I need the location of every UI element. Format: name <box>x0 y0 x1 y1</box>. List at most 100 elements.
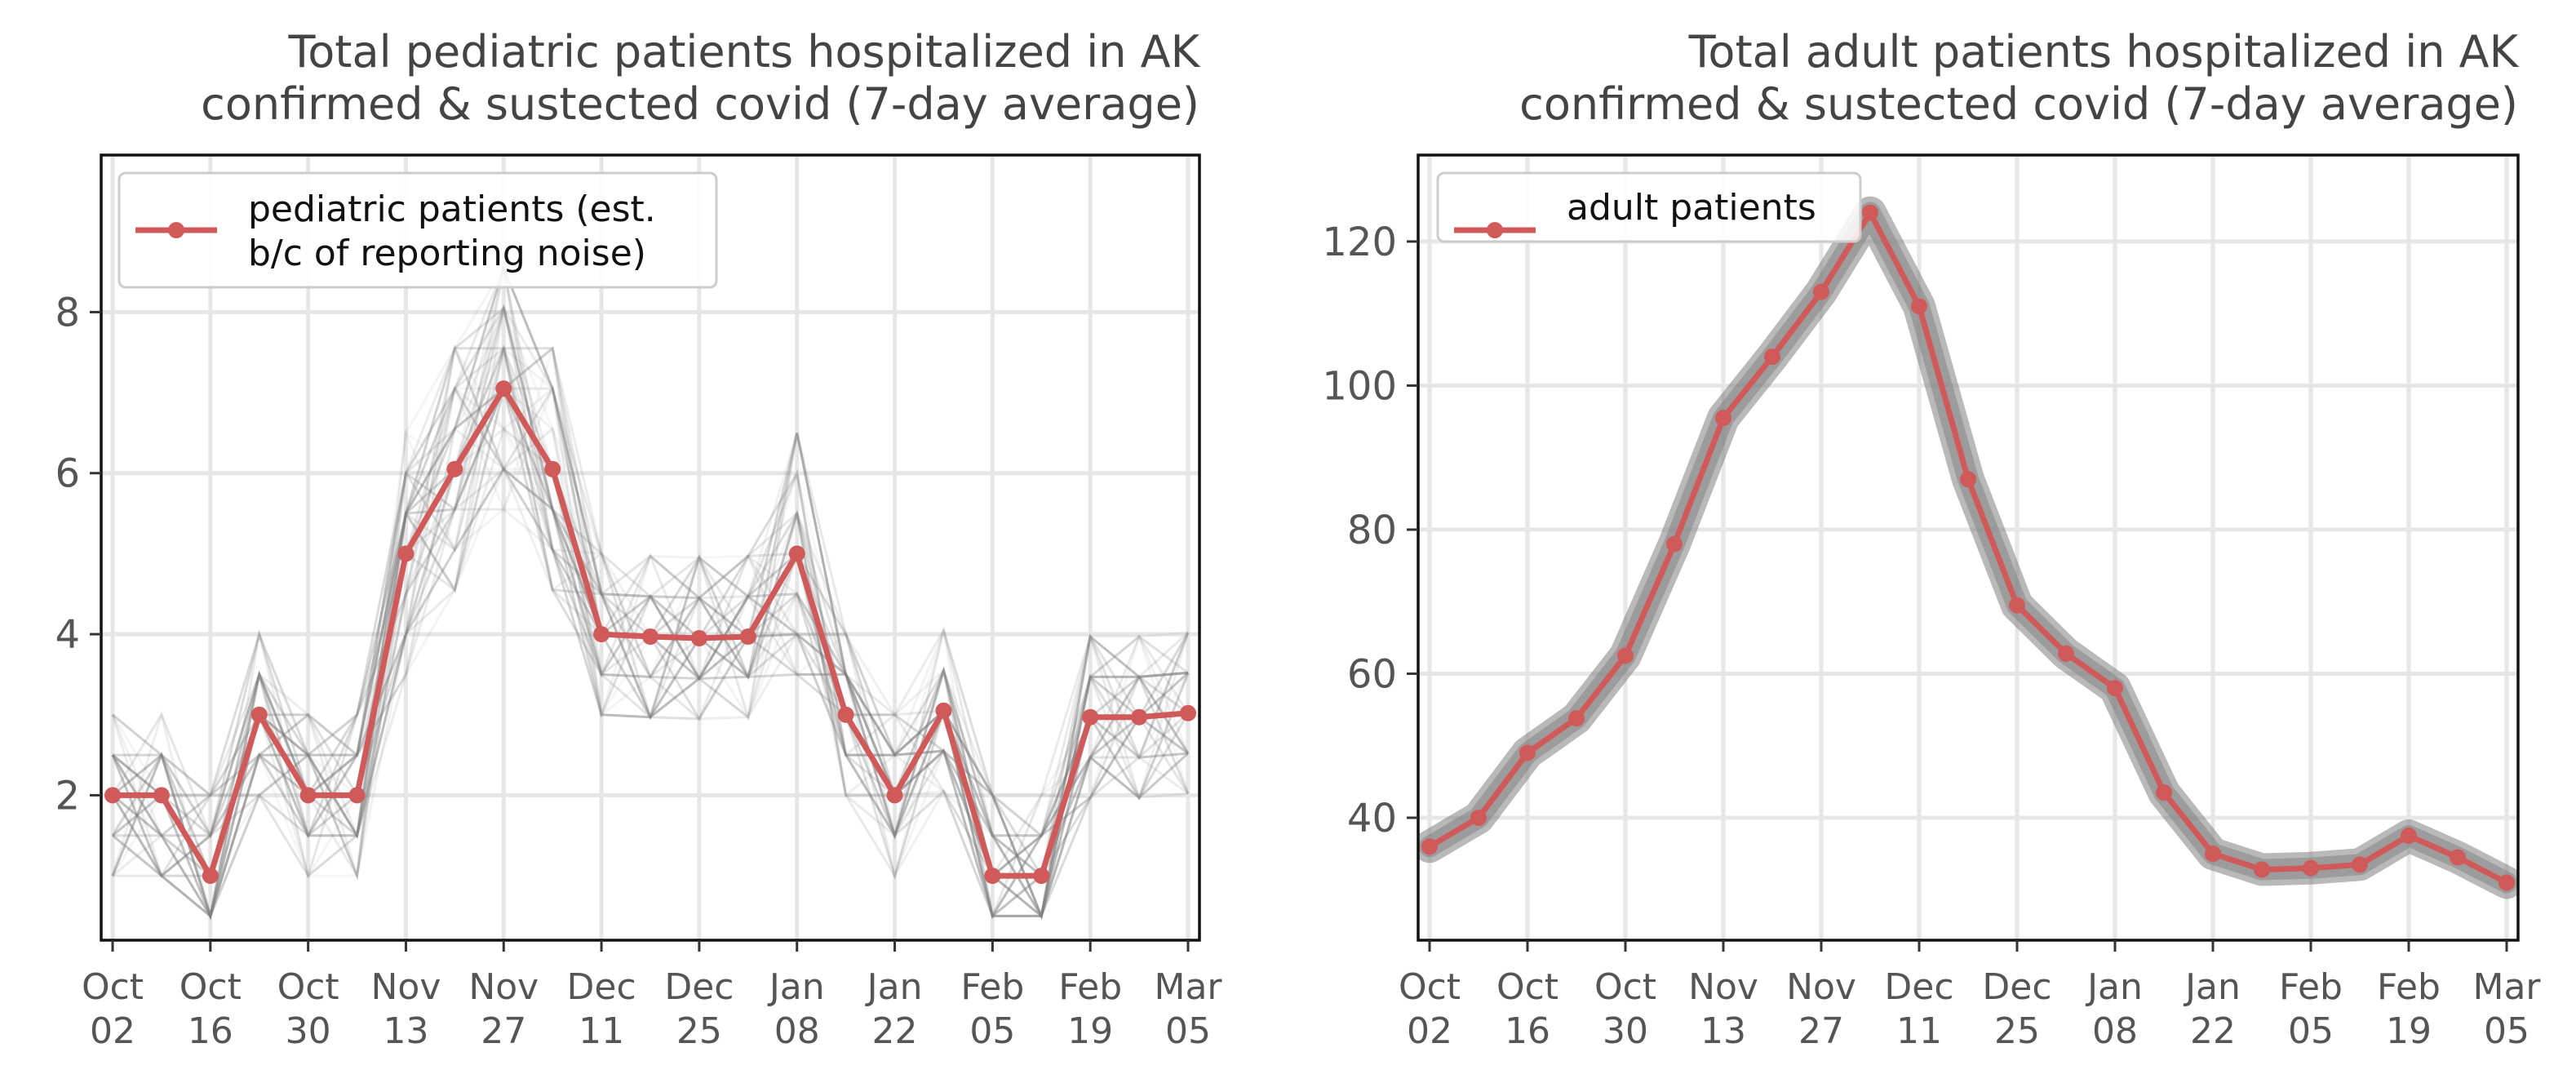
legend-label: pediatric patients (est. b/c of reporting… <box>248 189 656 274</box>
sample-trace <box>111 344 1190 919</box>
data-point <box>2401 828 2417 845</box>
data-point <box>984 868 1001 885</box>
sample-trace <box>112 427 1189 921</box>
data-point <box>1715 410 1731 427</box>
sample-trace <box>113 467 1189 917</box>
data-point <box>1813 283 1829 300</box>
data-point <box>642 628 658 646</box>
data-point <box>2498 874 2515 891</box>
data-point <box>1421 838 1438 855</box>
data-point <box>1911 298 1927 315</box>
y-tick-label: 6 <box>55 451 80 497</box>
data-point <box>1519 744 1536 761</box>
legend: pediatric patients (est. b/c of reporting… <box>117 171 718 289</box>
x-tick-label: Oct 02 <box>1399 966 1461 1052</box>
x-tick-label: Dec 11 <box>567 966 636 1052</box>
plot-frame <box>1417 153 2520 942</box>
sample-trace <box>112 385 1190 921</box>
series-line <box>1428 210 2508 886</box>
sample-trace <box>111 385 1190 921</box>
sample-trace <box>113 384 1190 878</box>
legend-label: adult patients <box>1567 187 1816 229</box>
x-tick-label: Oct 16 <box>180 966 242 1052</box>
data-point <box>2450 849 2466 866</box>
legend-box <box>1436 171 1862 243</box>
sample-trace <box>113 386 1190 921</box>
y-tick-label: 100 <box>1322 363 1397 409</box>
sample-trace <box>112 386 1190 917</box>
data-point <box>2156 784 2172 801</box>
y-tick-label: 120 <box>1322 220 1397 265</box>
grid <box>1418 155 2518 940</box>
x-tick-label: Dec 11 <box>1884 966 1953 1052</box>
data-point <box>1180 704 1196 721</box>
x-tick-label: Nov 13 <box>1688 966 1758 1052</box>
x-tick-label: Feb 19 <box>1058 966 1122 1052</box>
sample-trace <box>113 428 1190 920</box>
data-point <box>2254 861 2270 878</box>
y-tick-label: 80 <box>1347 508 1397 553</box>
legend-swatch-marker <box>1487 222 1503 238</box>
chart-title: confirmed & sustected covid (7-day avera… <box>1519 78 2518 130</box>
y-tick-label: 60 <box>1347 651 1397 697</box>
sample-trace <box>111 345 1189 919</box>
data-point <box>2009 597 2025 614</box>
sample-trace <box>111 385 1189 917</box>
x-tick-label: Nov 27 <box>1786 966 1856 1052</box>
sample-trace <box>111 347 1189 919</box>
sample-trace <box>112 384 1190 920</box>
chart-title: confirmed & sustected covid (7-day avera… <box>201 78 1199 130</box>
legend-swatch-marker <box>168 222 184 238</box>
series-0 <box>104 380 1196 885</box>
x-tick-label: Feb 19 <box>2377 966 2441 1052</box>
data-point <box>2352 856 2368 873</box>
x-tick-label: Oct 30 <box>277 966 339 1052</box>
y-tick-label: 2 <box>55 773 80 819</box>
sample-trace <box>111 387 1190 921</box>
sample-trace <box>112 344 1189 917</box>
data-point <box>1617 647 1634 664</box>
x-tick-label: Jan 08 <box>767 966 825 1052</box>
data-point <box>544 460 561 477</box>
data-point <box>202 868 219 885</box>
sample-trace <box>111 386 1190 920</box>
sample-trace <box>111 385 1189 839</box>
y-tick-label: 4 <box>55 612 80 658</box>
data-point <box>788 545 805 562</box>
sample-trace <box>112 264 1190 920</box>
data-point <box>1764 348 1780 366</box>
sample-trace <box>111 467 1190 879</box>
data-point <box>593 626 610 643</box>
sample-trace <box>111 346 1189 921</box>
band-core <box>1419 202 2517 894</box>
data-point <box>397 545 415 562</box>
y-tick-label: 8 <box>55 290 80 335</box>
pediatric-chart: 2 4 6 8 Oct 02 Oct 16 Oct 30 Nov 13 Nov 27 Dec 11 Dec 25 J… <box>55 26 1222 1052</box>
sample-trace <box>112 344 1190 920</box>
data-point <box>2107 680 2123 697</box>
sample-trace <box>113 304 1190 880</box>
data-point <box>837 706 854 723</box>
sample-trace <box>113 264 1189 917</box>
x-tick-label: Nov 27 <box>468 966 539 1052</box>
data-point <box>495 380 512 397</box>
data-point <box>1862 204 1878 221</box>
x-tick-label: Jan 22 <box>2183 966 2241 1052</box>
x-tick-label: Feb 05 <box>960 966 1024 1052</box>
sample-trace <box>111 386 1189 920</box>
band-shadow <box>1418 196 2518 899</box>
chart-title: Total pediatric patients hospitalized in… <box>287 26 1200 78</box>
x-tick-label: Jan 22 <box>865 966 923 1052</box>
data-point <box>1470 809 1487 826</box>
data-point <box>886 787 903 804</box>
sample-trace <box>112 387 1189 920</box>
data-point <box>739 628 756 646</box>
sample-trace <box>112 344 1190 880</box>
sample-trace <box>111 508 1190 917</box>
data-point <box>1568 710 1585 727</box>
x-tick-label: Dec 25 <box>664 966 734 1052</box>
chart-title: Total adult patients hospitalized in AK <box>1688 26 2520 78</box>
data-point <box>153 787 170 804</box>
sample-trace <box>112 308 1189 920</box>
